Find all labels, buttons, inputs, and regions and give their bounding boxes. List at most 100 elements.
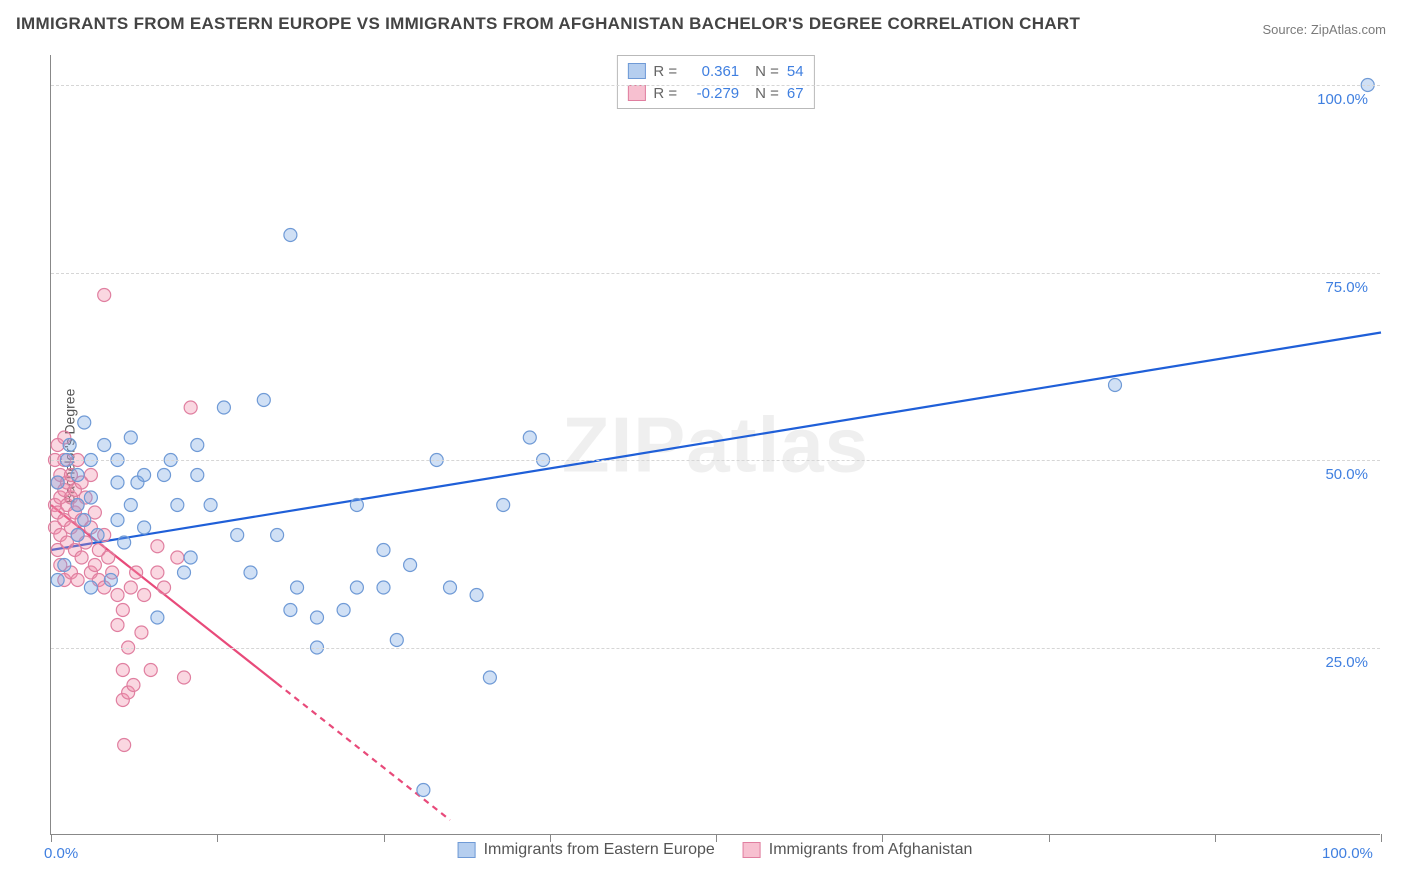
- r-label: R =: [653, 85, 677, 102]
- scatter-point: [171, 551, 184, 564]
- scatter-point: [350, 499, 363, 512]
- scatter-point: [178, 566, 191, 579]
- scatter-point: [191, 439, 204, 452]
- x-tick: [217, 834, 218, 842]
- scatter-point: [91, 529, 104, 542]
- scatter-point: [231, 529, 244, 542]
- gridline: [51, 460, 1380, 461]
- x-tick-label: 0.0%: [44, 845, 78, 862]
- legend-swatch: [743, 842, 761, 858]
- scatter-point: [184, 551, 197, 564]
- scatter-point: [377, 544, 390, 557]
- scatter-point: [417, 784, 430, 797]
- r-label: R =: [653, 63, 677, 80]
- scatter-point: [118, 739, 131, 752]
- legend-swatch: [458, 842, 476, 858]
- scatter-point: [63, 439, 76, 452]
- scatter-point: [151, 566, 164, 579]
- plot-area: ZIPatlas R =0.361N =54R =-0.279N =67 25.…: [50, 55, 1380, 835]
- scatter-point: [71, 499, 84, 512]
- legend-correlation-box: R = 0.361 N = 54 R = -0.279 N = 67: [616, 55, 814, 109]
- scatter-point: [75, 551, 88, 564]
- legend-series-item: Immigrants from Eastern Europe: [458, 841, 715, 859]
- scatter-point: [84, 581, 97, 594]
- scatter-point: [130, 566, 143, 579]
- legend-series-item: Immigrants from Afghanistan: [743, 841, 973, 859]
- scatter-point: [284, 229, 297, 242]
- r-value: 0.361: [685, 63, 739, 80]
- n-label: N =: [755, 63, 779, 80]
- scatter-point: [217, 401, 230, 414]
- scatter-point: [111, 619, 124, 632]
- scatter-point: [102, 551, 115, 564]
- x-tick: [1215, 834, 1216, 842]
- r-value: -0.279: [685, 85, 739, 102]
- x-tick-label: 100.0%: [1322, 845, 1373, 862]
- x-tick: [1381, 834, 1382, 842]
- scatter-point: [116, 664, 129, 677]
- scatter-point: [51, 476, 64, 489]
- scatter-point: [111, 589, 124, 602]
- scatter-point: [84, 491, 97, 504]
- scatter-point: [523, 431, 536, 444]
- scatter-point: [337, 604, 350, 617]
- scatter-point: [124, 431, 137, 444]
- legend-swatch: [627, 85, 645, 101]
- scatter-point: [78, 416, 91, 429]
- scatter-point: [98, 439, 111, 452]
- scatter-point: [71, 574, 84, 587]
- scatter-point: [404, 559, 417, 572]
- scatter-point: [138, 589, 151, 602]
- scatter-point: [244, 566, 257, 579]
- gridline: [51, 273, 1380, 274]
- y-tick-label: 25.0%: [1325, 654, 1368, 671]
- n-value: 67: [787, 85, 804, 102]
- scatter-point: [88, 559, 101, 572]
- n-value: 54: [787, 63, 804, 80]
- scatter-point: [124, 581, 137, 594]
- scatter-point: [51, 574, 64, 587]
- scatter-point: [116, 604, 129, 617]
- scatter-point: [104, 574, 117, 587]
- legend-swatch: [627, 63, 645, 79]
- x-tick: [384, 834, 385, 842]
- scatter-svg: [51, 55, 1380, 834]
- legend-series-label: Immigrants from Afghanistan: [769, 841, 973, 859]
- scatter-point: [127, 679, 140, 692]
- scatter-point: [138, 521, 151, 534]
- scatter-point: [191, 469, 204, 482]
- scatter-point: [98, 289, 111, 302]
- scatter-point: [144, 664, 157, 677]
- x-tick: [1049, 834, 1050, 842]
- y-tick-label: 75.0%: [1325, 279, 1368, 296]
- y-tick-label: 100.0%: [1317, 91, 1368, 108]
- scatter-point: [184, 401, 197, 414]
- x-tick: [51, 834, 52, 842]
- scatter-point: [171, 499, 184, 512]
- scatter-point: [138, 469, 151, 482]
- scatter-point: [291, 581, 304, 594]
- scatter-point: [84, 469, 97, 482]
- scatter-point: [444, 581, 457, 594]
- scatter-point: [350, 581, 363, 594]
- scatter-point: [390, 634, 403, 647]
- n-label: N =: [755, 85, 779, 102]
- scatter-point: [470, 589, 483, 602]
- scatter-point: [118, 536, 131, 549]
- scatter-point: [135, 626, 148, 639]
- scatter-point: [111, 476, 124, 489]
- scatter-point: [71, 529, 84, 542]
- chart-title: IMMIGRANTS FROM EASTERN EUROPE VS IMMIGR…: [16, 14, 1080, 34]
- scatter-point: [158, 581, 171, 594]
- scatter-point: [111, 514, 124, 527]
- gridline: [51, 85, 1380, 86]
- scatter-point: [151, 540, 164, 553]
- gridline: [51, 648, 1380, 649]
- scatter-point: [151, 611, 164, 624]
- scatter-point: [257, 394, 270, 407]
- legend-series: Immigrants from Eastern Europe Immigrants…: [458, 841, 973, 859]
- scatter-point: [497, 499, 510, 512]
- scatter-point: [71, 469, 84, 482]
- scatter-point: [204, 499, 217, 512]
- scatter-point: [78, 514, 91, 527]
